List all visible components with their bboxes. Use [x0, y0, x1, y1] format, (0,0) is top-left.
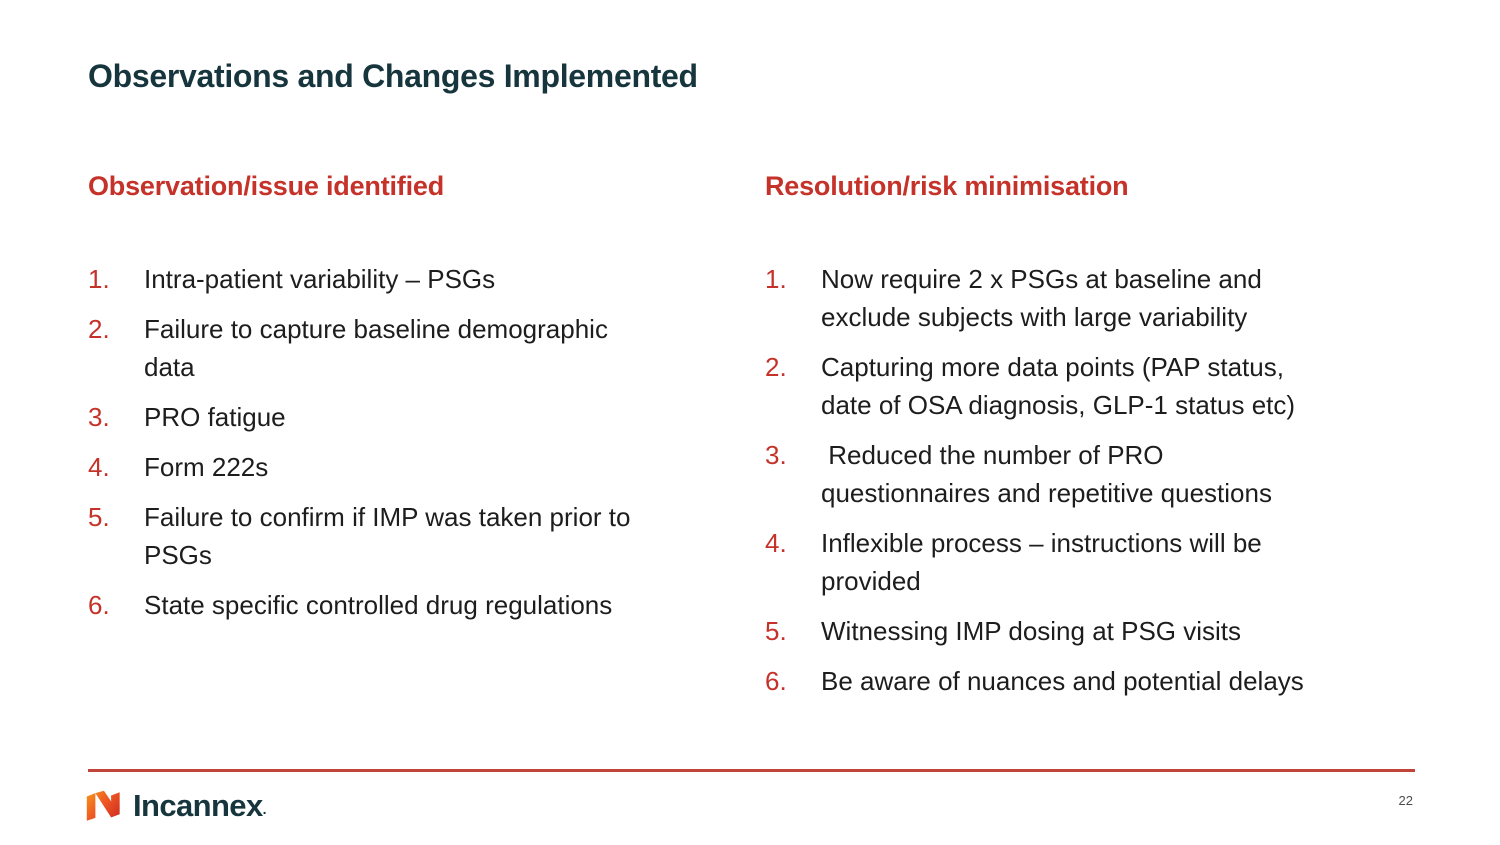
list-item-text: Form 222s [144, 452, 269, 482]
list-item-number: 6. [765, 666, 787, 696]
list-item-number: 5. [765, 616, 787, 646]
list-item-text: Reduced the number of PRO questionnaires… [821, 440, 1272, 508]
list-item-number: 2. [765, 352, 787, 382]
list-item-number: 1. [88, 264, 110, 294]
list-item: 1. Intra-patient variability – PSGs [88, 260, 738, 298]
column-observations: Observation/issue identified 1. Intra-pa… [88, 170, 738, 636]
column-resolutions: Resolution/risk minimisation 1. Now requ… [765, 170, 1425, 712]
list-item-text: PRO fatigue [144, 402, 286, 432]
page-number: 22 [1398, 793, 1413, 808]
list-item: 6. State specific controlled drug regula… [88, 586, 738, 624]
list-item-text: Failure to confirm if IMP was taken prio… [144, 502, 631, 570]
list-item-text: State specific controlled drug regulatio… [144, 590, 613, 620]
list-item: 2. Failure to capture baseline demograph… [88, 310, 738, 386]
list-item: 4. Form 222s [88, 448, 738, 486]
list-item-text: Now require 2 x PSGs at baseline and exc… [821, 264, 1262, 332]
list-item: 1. Now require 2 x PSGs at baseline and … [765, 260, 1425, 336]
footer-divider-line [88, 769, 1415, 772]
incannex-logo: Incannex . [82, 786, 266, 826]
incannex-ribbon-icon [86, 790, 120, 821]
list-item: 3. PRO fatigue [88, 398, 738, 436]
list-item: 5. Failure to confirm if IMP was taken p… [88, 498, 738, 574]
list-item: 5. Witnessing IMP dosing at PSG visits [765, 612, 1425, 650]
list-item-text: Failure to capture baseline demographic … [144, 314, 608, 382]
list-item: 3. Reduced the number of PRO questionnai… [765, 436, 1425, 512]
list-item-text: Witnessing IMP dosing at PSG visits [821, 616, 1242, 646]
list-item: 4. Inflexible process – instructions wil… [765, 524, 1425, 600]
brand-trademark-dot: . [262, 801, 267, 817]
list-item-number: 2. [88, 314, 110, 344]
slide-title: Observations and Changes Implemented [88, 58, 698, 94]
list-item-number: 4. [88, 452, 110, 482]
list-item-text: Intra-patient variability – PSGs [144, 264, 496, 294]
column-heading-resolutions: Resolution/risk minimisation [765, 171, 1129, 201]
list-item-text: Inflexible process – instructions will b… [821, 528, 1262, 596]
column-heading-observations: Observation/issue identified [88, 171, 444, 201]
list-item: 2. Capturing more data points (PAP statu… [765, 348, 1425, 424]
list-item-number: 1. [765, 264, 787, 294]
list-item-number: 6. [88, 590, 110, 620]
list-item-text: Capturing more data points (PAP status, … [821, 352, 1296, 420]
resolutions-list: 1. Now require 2 x PSGs at baseline and … [765, 260, 1425, 700]
list-item-number: 4. [765, 528, 787, 558]
brand-wordmark: Incannex [133, 788, 263, 823]
list-item: 6. Be aware of nuances and potential del… [765, 662, 1425, 700]
list-item-number: 3. [765, 440, 787, 470]
list-item-number: 3. [88, 402, 110, 432]
list-item-number: 5. [88, 502, 110, 532]
observations-list: 1. Intra-patient variability – PSGs 2. F… [88, 260, 738, 624]
list-item-text: Be aware of nuances and potential delays [821, 666, 1304, 696]
